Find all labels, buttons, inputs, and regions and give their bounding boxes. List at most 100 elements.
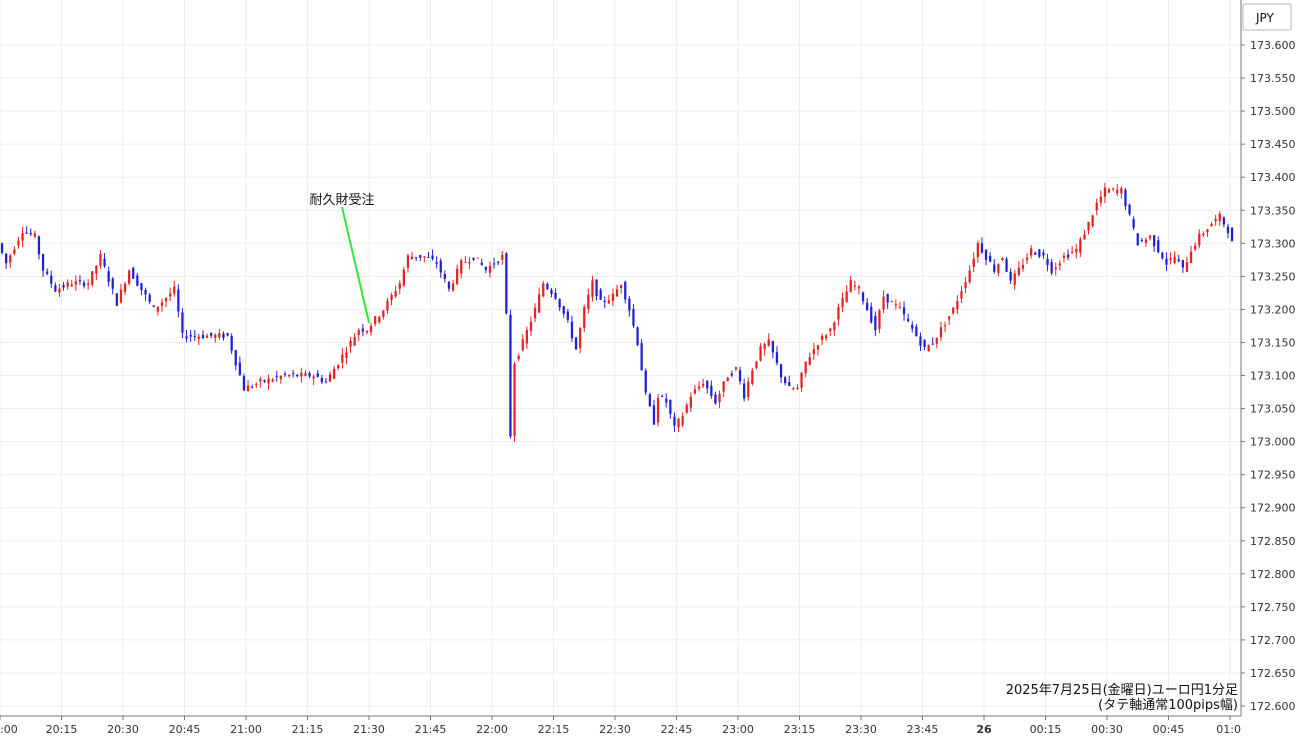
time-tick-label: 23:00 — [722, 723, 754, 736]
candle-body — [775, 352, 779, 364]
candle-body — [316, 373, 319, 377]
candle-body — [70, 284, 73, 287]
candle-body — [242, 376, 246, 391]
candle-body — [993, 264, 996, 272]
time-tick-label: 22:45 — [661, 723, 693, 736]
candle-body — [156, 306, 159, 312]
candle-body — [29, 232, 32, 235]
candle-body — [693, 389, 697, 394]
candle-body — [632, 309, 635, 326]
candle-body — [1017, 267, 1020, 275]
price-tick-label: 173.400 — [1250, 171, 1296, 184]
candle-body — [333, 368, 336, 379]
annotation-label: 耐久財受注 — [309, 193, 374, 208]
candle-body — [812, 349, 815, 355]
candle-body — [427, 256, 430, 258]
candle-body — [33, 233, 36, 237]
candle-body — [673, 416, 676, 426]
candle-body — [234, 350, 237, 366]
candle-body — [956, 301, 959, 310]
candle-body — [841, 298, 844, 308]
candle-body — [58, 288, 61, 293]
candle-body — [829, 328, 832, 332]
candle-body — [283, 373, 287, 375]
candle-body — [579, 328, 582, 349]
candle-body — [1140, 240, 1143, 242]
annotation-layer: 耐久財受注 — [309, 193, 375, 323]
candle-body — [1079, 239, 1082, 253]
time-tick-label: 22:15 — [538, 723, 570, 736]
time-tick-label: 20:45 — [169, 723, 201, 736]
candle-body — [1095, 202, 1098, 211]
candle-body — [439, 260, 442, 273]
candle-body — [718, 393, 721, 403]
candle-body — [255, 383, 258, 385]
candle-body — [915, 326, 918, 337]
candle-body — [9, 255, 12, 263]
time-tick-label: 00:15 — [1030, 723, 1062, 736]
candle-body — [205, 335, 209, 338]
candle-body — [226, 333, 229, 336]
time-tick-label: 00:45 — [1153, 723, 1185, 736]
candle-body — [25, 232, 28, 234]
candle-body — [1120, 188, 1123, 194]
candle-body — [972, 258, 975, 268]
candle-body — [501, 254, 504, 260]
candle-body — [1030, 248, 1033, 256]
candle-body — [275, 376, 278, 378]
candle-body — [1025, 257, 1029, 261]
candle-body — [558, 299, 561, 308]
candle-body — [419, 255, 422, 258]
candle-body — [115, 293, 118, 306]
candle-body — [480, 262, 483, 265]
candle-body — [476, 257, 479, 259]
candle-body — [759, 346, 762, 361]
candle-body — [583, 306, 586, 328]
price-tick-label: 173.200 — [1250, 303, 1296, 316]
candle-body — [681, 416, 684, 425]
candle-body — [214, 334, 217, 338]
candle-body — [263, 380, 266, 382]
candle-body — [792, 388, 795, 390]
candle-body — [222, 333, 225, 338]
candle-body — [181, 312, 184, 333]
candle-body — [960, 291, 963, 299]
candle-body — [177, 289, 180, 312]
candle-body — [722, 381, 725, 392]
candle-body — [1091, 215, 1094, 227]
candle-body — [136, 275, 139, 286]
candle-body — [738, 370, 742, 382]
candle-body — [595, 279, 598, 297]
time-tick-label: 20:15 — [46, 723, 78, 736]
candle-body — [365, 330, 369, 333]
candle-body — [320, 377, 323, 383]
currency-label: JPY — [1255, 11, 1275, 25]
candle-body — [328, 374, 332, 382]
candle-body — [1181, 260, 1184, 268]
price-axis-labels: 173.600 173.550 173.500 173.450 173.400 173.3… — [1241, 39, 1296, 713]
candle-body — [111, 278, 114, 289]
candle-body — [837, 307, 840, 320]
candle-body — [685, 404, 688, 413]
candle-body — [734, 367, 738, 370]
price-tick-label: 173.000 — [1250, 436, 1296, 449]
candle-body — [665, 398, 668, 403]
candle-body — [148, 294, 151, 302]
candle-body — [398, 283, 401, 289]
candle-body — [54, 285, 57, 292]
candle-body — [1062, 255, 1066, 258]
candle-body — [923, 339, 926, 348]
candle-body — [644, 370, 647, 393]
candle-body — [689, 396, 692, 408]
price-tick-label: 172.600 — [1250, 700, 1296, 713]
candle-body — [911, 324, 914, 329]
candle-body — [308, 372, 311, 377]
candle-body — [997, 264, 1000, 273]
candle-body — [1128, 204, 1131, 215]
candle-body — [492, 263, 496, 265]
candle-body — [197, 336, 200, 339]
candle-body — [119, 289, 123, 303]
time-tick-label: 23:30 — [845, 723, 877, 736]
candle-body — [820, 335, 824, 340]
candle-body — [50, 275, 53, 284]
